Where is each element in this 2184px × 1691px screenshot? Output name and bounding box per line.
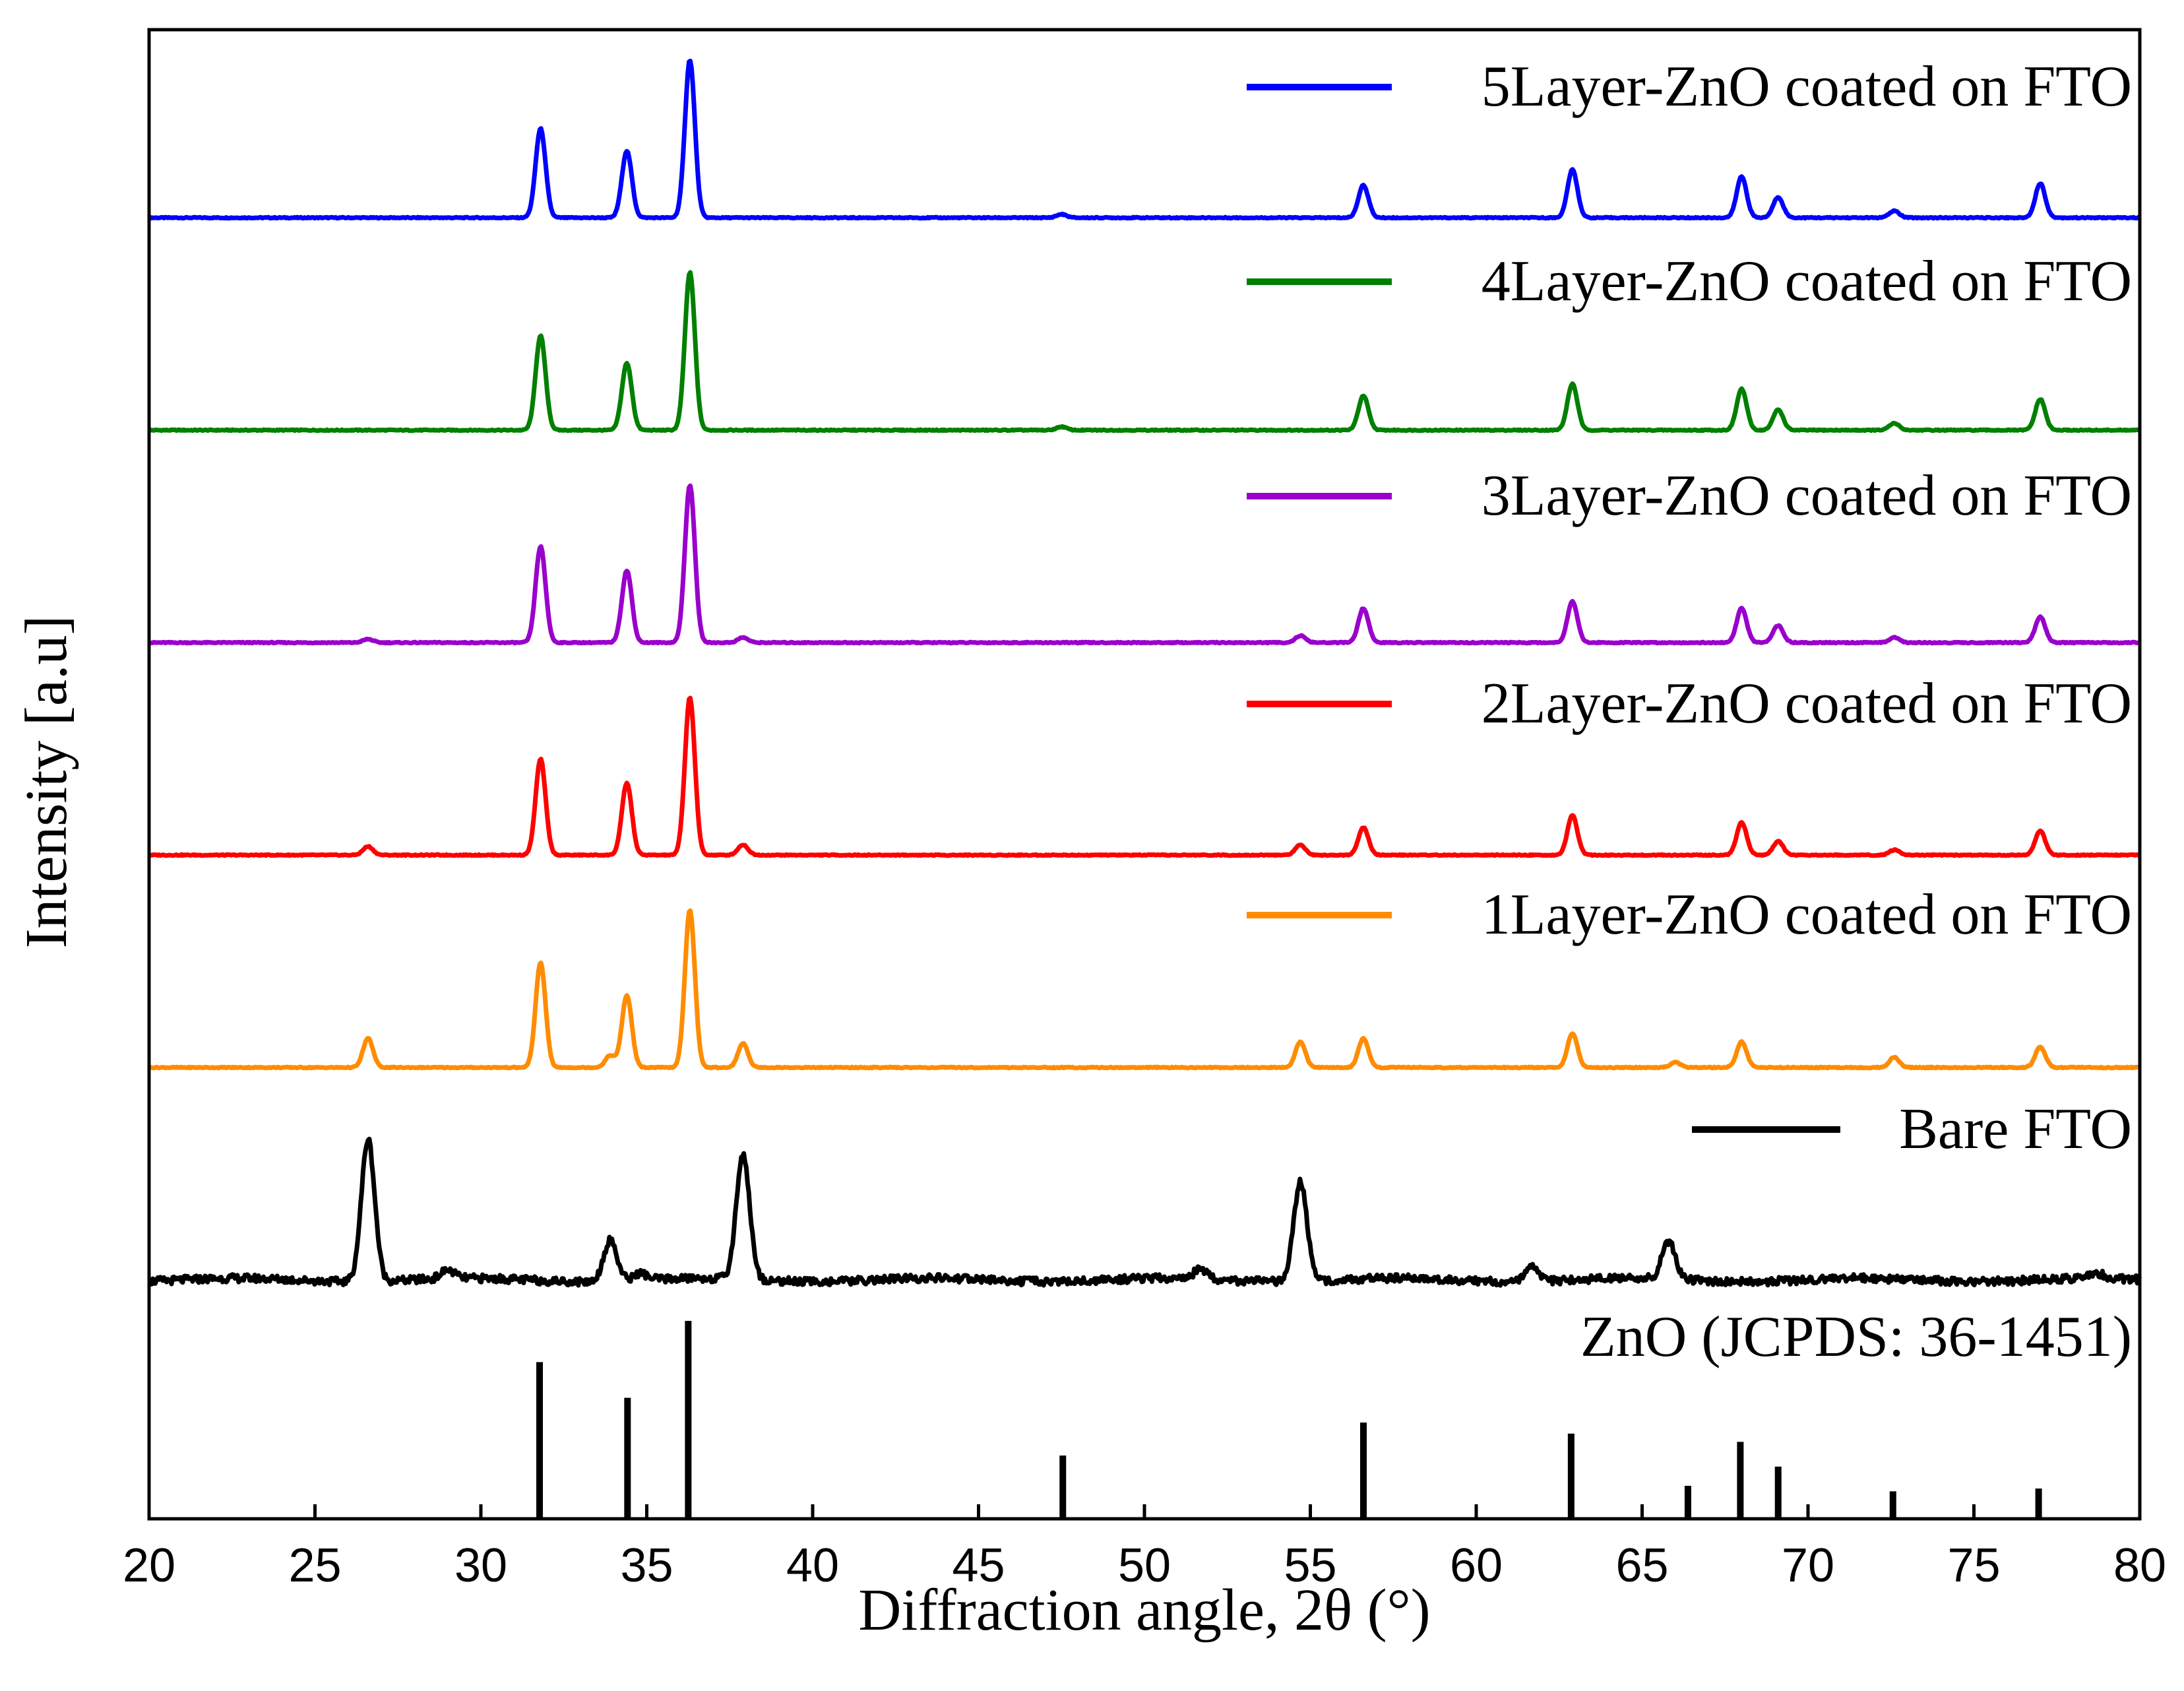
- x-tick-label-40: 40: [786, 1539, 839, 1592]
- x-tick-label-45: 45: [952, 1539, 1005, 1592]
- x-tick-label-30: 30: [454, 1539, 507, 1592]
- x-axis: 20 25 30 35 40 45 50 55 60 65 70 75 80: [123, 1504, 2166, 1592]
- x-tick-label-60: 60: [1450, 1539, 1503, 1592]
- series-line-1: [147, 58, 2141, 221]
- legend-label-2: 4Layer-ZnO coated on FTO: [1482, 249, 2132, 313]
- x-tick-label-55: 55: [1284, 1539, 1336, 1592]
- series-line-3: [148, 483, 2141, 646]
- x-tick-label-75: 75: [1947, 1539, 2000, 1592]
- x-tick-label-50: 50: [1118, 1539, 1171, 1592]
- x-tick-label-20: 20: [123, 1539, 175, 1592]
- legend-label-6: Bare FTO: [1899, 1097, 2132, 1161]
- plot-group: [147, 58, 2142, 1519]
- y-axis-label: Intensity [a.u]: [14, 616, 79, 949]
- series-line-5: [148, 908, 2141, 1071]
- x-tick-label-70: 70: [1782, 1539, 1834, 1592]
- legend-label-4: 2Layer-ZnO coated on FTO: [1482, 672, 2132, 736]
- series-line-4: [148, 695, 2141, 858]
- x-tick-label-80: 80: [2113, 1539, 2166, 1592]
- legend-label-5: 1Layer-ZnO coated on FTO: [1482, 883, 2132, 947]
- series-line-6: [148, 1136, 2142, 1288]
- legend-label-1: 5Layer-ZnO coated on FTO: [1482, 55, 2132, 119]
- legend-label-3: 3Layer-ZnO coated on FTO: [1482, 464, 2132, 528]
- reference-label: ZnO (JCPDS: 36-1451): [1580, 1305, 2132, 1369]
- x-axis-label: Diffraction angle, 2θ (°): [858, 1578, 1430, 1643]
- series-line-2: [148, 270, 2141, 433]
- x-tick-label-35: 35: [620, 1539, 673, 1592]
- x-tick-label-25: 25: [288, 1539, 341, 1592]
- x-tick-label-65: 65: [1615, 1539, 1668, 1592]
- legend: 5Layer-ZnO coated on FTO 4Layer-ZnO coate…: [1247, 55, 2132, 1369]
